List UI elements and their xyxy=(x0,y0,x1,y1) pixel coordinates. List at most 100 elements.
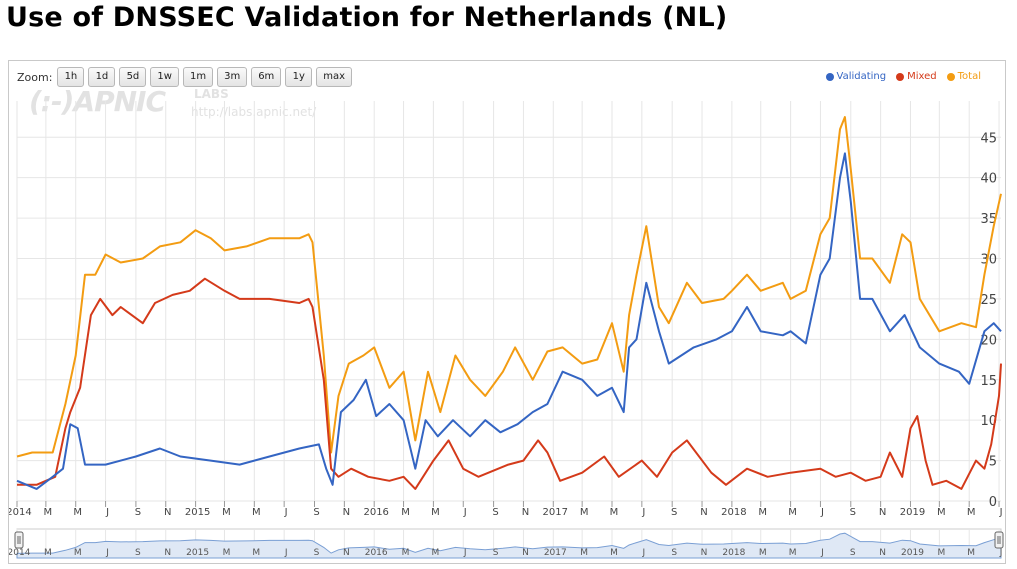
x-tick-label: M xyxy=(937,507,946,518)
x-tick-label: M xyxy=(580,507,589,518)
x-tick-label: N xyxy=(522,507,529,518)
y-tick-label: 0 xyxy=(989,495,997,510)
navigator-right-handle[interactable] xyxy=(994,531,1004,549)
navigator-tick-label: 2015 xyxy=(186,548,209,558)
apnic-labs-text: LABS xyxy=(194,87,229,101)
y-tick-label: 20 xyxy=(980,333,997,348)
x-tick-label: S xyxy=(492,507,498,518)
navigator-tick-label: 2017 xyxy=(544,548,567,558)
navigator-tick-label: J xyxy=(463,548,467,558)
y-tick-label: 15 xyxy=(980,374,997,389)
x-tick-label: N xyxy=(879,507,886,518)
x-tick-label: M xyxy=(788,507,797,518)
zoom-1h-button[interactable]: 1h xyxy=(57,67,85,87)
x-tick-label: J xyxy=(820,507,824,518)
chart-svg: 0 5 10 15 20 25 30 35 40 45 2014 M M J S N 2015 M M J S N 2016… xyxy=(9,101,1004,559)
navigator-tick-label: J xyxy=(105,548,109,558)
navigator-tick-label: J xyxy=(284,548,288,558)
x-tick-label: S xyxy=(671,507,677,518)
navigator-tick-label: M xyxy=(610,548,618,558)
x-tick-label: S xyxy=(135,507,141,518)
navigator-tick-label: 2016 xyxy=(365,548,388,558)
page-title: Use of DNSSEC Validation for Netherlands… xyxy=(6,2,728,33)
navigator-tick-label: S xyxy=(850,548,856,558)
legend-label-total: Total xyxy=(957,71,981,82)
navigator-tick-label: 2019 xyxy=(901,548,924,558)
navigator-left-handle[interactable] xyxy=(14,531,24,549)
x-tick-label: 2018 xyxy=(721,507,746,518)
x-tick-label: M xyxy=(44,507,53,518)
navigator-tick-label: N xyxy=(701,548,708,558)
x-tick-label: M xyxy=(73,507,82,518)
navigator-tick-label: 2018 xyxy=(722,548,745,558)
x-tick-label: N xyxy=(700,507,707,518)
zoom-1y-button[interactable]: 1y xyxy=(285,67,313,87)
x-tick-label: J xyxy=(463,507,467,518)
x-tick-label: J xyxy=(999,507,1003,518)
navigator-tick-label: M xyxy=(937,548,945,558)
x-tick-label: S xyxy=(313,507,319,518)
series-line-validating xyxy=(16,152,1002,490)
legend-marker-total xyxy=(946,72,955,81)
x-tick-label: N xyxy=(164,507,171,518)
y-tick-label: 40 xyxy=(980,172,997,187)
navigator-tick-label: M xyxy=(74,548,82,558)
x-tick-label: J xyxy=(641,507,645,518)
x-tick-label: N xyxy=(343,507,350,518)
zoom-1d-button[interactable]: 1d xyxy=(88,67,116,87)
navigator-tick-label: J xyxy=(820,548,824,558)
x-tick-label: M xyxy=(758,507,767,518)
y-tick-label: 30 xyxy=(980,253,997,268)
navigator-tick-label: M xyxy=(789,548,797,558)
legend-label-mixed: Mixed xyxy=(907,71,937,82)
legend-item-mixed[interactable]: Mixed xyxy=(896,71,937,82)
apnic-logo: (:-)APNIC xyxy=(29,85,166,118)
navigator-tick-label: S xyxy=(314,548,320,558)
navigator-tick-label: M xyxy=(44,548,52,558)
navigator-tick-label: J xyxy=(642,548,646,558)
x-tick-label: J xyxy=(284,507,288,518)
y-tick-label: 25 xyxy=(980,293,997,308)
y-tick-label: 35 xyxy=(980,212,997,227)
navigator-tick-label: S xyxy=(493,548,499,558)
navigator-tick-label: 2014 xyxy=(9,548,31,558)
x-tick-label: M xyxy=(252,507,261,518)
chart-container: (:-)APNIC LABS http://labs.apnic.net/ 0 5… xyxy=(8,60,1006,564)
chart-legend: Validating Mixed Total xyxy=(816,71,981,82)
x-tick-label: M xyxy=(401,507,410,518)
zoom-max-button[interactable]: max xyxy=(316,67,353,87)
zoom-3m-button[interactable]: 3m xyxy=(217,67,248,87)
x-tick-label: 2019 xyxy=(900,507,925,518)
zoom-6m-button[interactable]: 6m xyxy=(251,67,282,87)
zoom-1m-button[interactable]: 1m xyxy=(182,67,214,87)
navigator-tick-label: M xyxy=(402,548,410,558)
series-line-total xyxy=(16,116,1002,458)
zoom-1w-button[interactable]: 1w xyxy=(150,67,179,87)
legend-item-validating[interactable]: Validating xyxy=(825,71,887,82)
apnic-url-text: http://labs.apnic.net/ xyxy=(191,105,317,119)
zoom-5d-button[interactable]: 5d xyxy=(119,67,147,87)
x-tick-label: M xyxy=(967,507,976,518)
x-tick-label: M xyxy=(222,507,231,518)
navigator-tick-label: S xyxy=(135,548,141,558)
navigator-tick-label: M xyxy=(252,548,260,558)
legend-marker-validating xyxy=(825,72,834,81)
zoom-bar: Zoom: 1h 1d 5d 1w 1m 3m 6m 1y max xyxy=(17,67,356,87)
x-tick-label: 2014 xyxy=(9,507,32,518)
y-tick-label: 10 xyxy=(980,414,997,429)
navigator-tick-label: M xyxy=(432,548,440,558)
navigator-tick-label: M xyxy=(223,548,231,558)
apnic-labs-watermark: (:-)APNIC LABS http://labs.apnic.net/ xyxy=(29,85,316,119)
navigator-tick-label: M xyxy=(580,548,588,558)
y-tick-label: 45 xyxy=(980,131,997,146)
y-tick-label: 5 xyxy=(989,455,997,470)
x-tick-label: M xyxy=(610,507,619,518)
legend-marker-mixed xyxy=(896,72,905,81)
zoom-label: Zoom: xyxy=(17,70,53,84)
x-tick-label: S xyxy=(850,507,856,518)
x-tick-label: J xyxy=(105,507,109,518)
navigator-tick-label: M xyxy=(759,548,767,558)
legend-item-total[interactable]: Total xyxy=(946,71,981,82)
legend-label-validating: Validating xyxy=(836,71,887,82)
navigator-tick-label: N xyxy=(522,548,529,558)
